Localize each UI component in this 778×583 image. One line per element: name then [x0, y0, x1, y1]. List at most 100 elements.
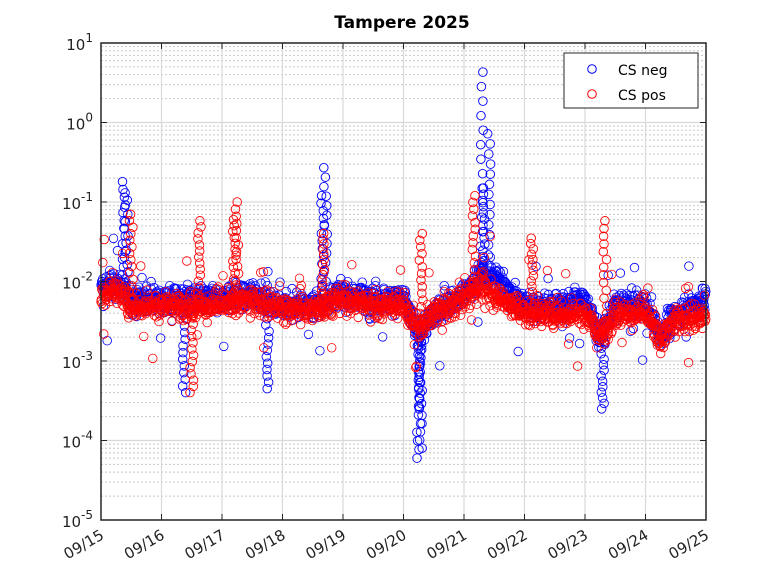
data-point — [124, 287, 135, 298]
data-point — [699, 290, 710, 301]
data-point — [264, 326, 274, 337]
data-point — [572, 361, 583, 371]
data-point — [606, 328, 617, 339]
data-point — [179, 367, 189, 378]
data-point — [411, 362, 421, 373]
data-point — [318, 228, 329, 239]
data-point — [262, 364, 272, 375]
data-point — [319, 162, 329, 173]
data-point — [526, 233, 536, 243]
data-point — [450, 312, 460, 322]
data-point — [263, 312, 274, 322]
data-point — [178, 341, 188, 351]
data-point — [527, 281, 537, 292]
data-point — [427, 317, 438, 328]
data-point — [258, 267, 269, 277]
data-point — [411, 361, 422, 372]
data-point — [596, 387, 607, 398]
data-point — [600, 316, 611, 327]
legend-marker-cs-neg — [587, 64, 597, 74]
data-point — [597, 376, 608, 387]
data-point — [296, 319, 306, 330]
data-point — [598, 382, 608, 392]
data-point — [479, 233, 489, 243]
data-point — [631, 285, 642, 295]
data-point — [113, 279, 124, 289]
data-point — [651, 319, 662, 330]
data-point — [498, 266, 509, 277]
data-point — [424, 268, 434, 278]
data-point — [231, 298, 242, 308]
data-point — [202, 317, 212, 328]
data-point — [478, 67, 488, 77]
data-point — [598, 231, 609, 242]
data-point — [612, 319, 622, 329]
data-point — [275, 277, 285, 287]
data-point — [195, 270, 206, 280]
data-point — [599, 354, 609, 365]
data-point — [219, 341, 229, 352]
data-point — [597, 393, 608, 403]
data-point — [114, 295, 125, 305]
data-point — [231, 280, 241, 290]
data-point — [478, 208, 489, 218]
data-point — [494, 265, 504, 275]
data-point — [231, 297, 241, 308]
data-point — [315, 346, 325, 356]
data-point — [524, 255, 534, 265]
data-point — [194, 258, 205, 268]
data-point — [470, 224, 480, 235]
data-point — [317, 275, 327, 285]
data-point — [319, 254, 329, 265]
data-point — [230, 204, 241, 214]
data-point — [281, 319, 291, 330]
data-point — [416, 398, 427, 409]
data-point — [490, 294, 500, 305]
data-point — [178, 347, 188, 358]
data-point — [601, 254, 612, 265]
data-point — [188, 313, 198, 323]
data-point — [435, 361, 445, 371]
data-point — [194, 282, 204, 293]
data-point — [587, 310, 597, 320]
data-point — [498, 272, 508, 283]
data-point — [413, 410, 424, 420]
data-point — [417, 262, 427, 272]
data-point — [416, 242, 426, 252]
data-point — [552, 292, 563, 303]
data-point — [470, 251, 481, 261]
data-point — [574, 338, 585, 349]
data-point — [415, 308, 425, 319]
data-point — [528, 265, 538, 276]
data-point — [603, 270, 613, 280]
data-point — [233, 268, 244, 279]
data-point — [476, 257, 487, 268]
data-point — [596, 371, 606, 381]
data-point — [378, 332, 388, 342]
data-point — [414, 361, 424, 372]
y-tick-labels: 10-5 10-4 10-3 10-2 10-1 100 101 — [62, 31, 93, 531]
data-point — [179, 327, 190, 338]
data-point — [179, 321, 190, 331]
data-point — [194, 300, 204, 311]
data-point — [598, 246, 609, 257]
data-point — [246, 284, 256, 295]
data-point — [416, 321, 426, 332]
data-point — [334, 298, 345, 309]
data-point — [603, 325, 613, 336]
data-point — [416, 268, 427, 279]
data-point — [485, 231, 496, 242]
data-point — [477, 195, 488, 206]
data-point — [409, 340, 420, 350]
data-point — [232, 197, 242, 207]
data-point — [195, 216, 205, 226]
data-point — [142, 285, 152, 295]
data-point — [639, 292, 649, 303]
data-point — [599, 398, 609, 409]
data-point — [294, 273, 305, 284]
data-point — [319, 221, 329, 231]
data-point — [229, 232, 240, 243]
data-point — [377, 314, 388, 325]
data-point — [456, 310, 466, 320]
data-point — [470, 217, 480, 228]
